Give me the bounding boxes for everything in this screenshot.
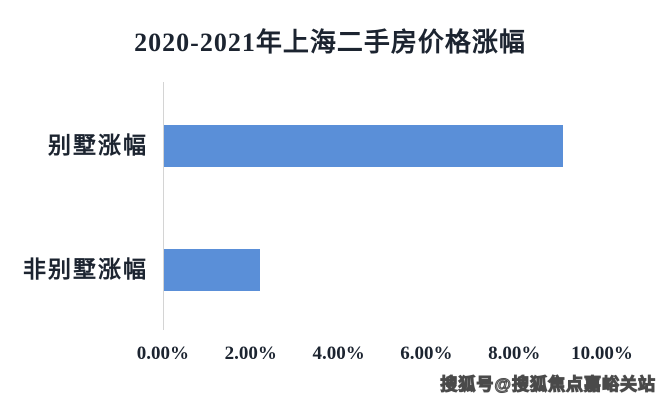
y-axis-line bbox=[163, 82, 164, 330]
x-tick-0: 0.00% bbox=[136, 343, 190, 364]
x-tick-2: 4.00% bbox=[312, 343, 365, 364]
x-tick-4: 8.00% bbox=[488, 343, 541, 364]
x-axis-tick-labels: 0.00% 2.00% 4.00% 6.00% 8.00% 10.00% bbox=[119, 342, 646, 366]
bar-non-villa bbox=[164, 249, 261, 291]
category-label-villa: 别墅涨幅 bbox=[48, 133, 148, 158]
chart-title: 2020-2021年上海二手房价格涨幅 bbox=[134, 28, 526, 57]
x-tick-1: 2.00% bbox=[224, 343, 277, 364]
x-tick-3: 6.00% bbox=[400, 343, 453, 364]
watermark: 搜狐号@搜狐焦点嘉峪关站 bbox=[440, 375, 656, 395]
bar-villa bbox=[164, 125, 563, 167]
plot-area bbox=[163, 82, 601, 330]
category-label-non-villa: 非别墅涨幅 bbox=[23, 257, 148, 282]
x-tick-5: 10.00% bbox=[571, 343, 633, 364]
